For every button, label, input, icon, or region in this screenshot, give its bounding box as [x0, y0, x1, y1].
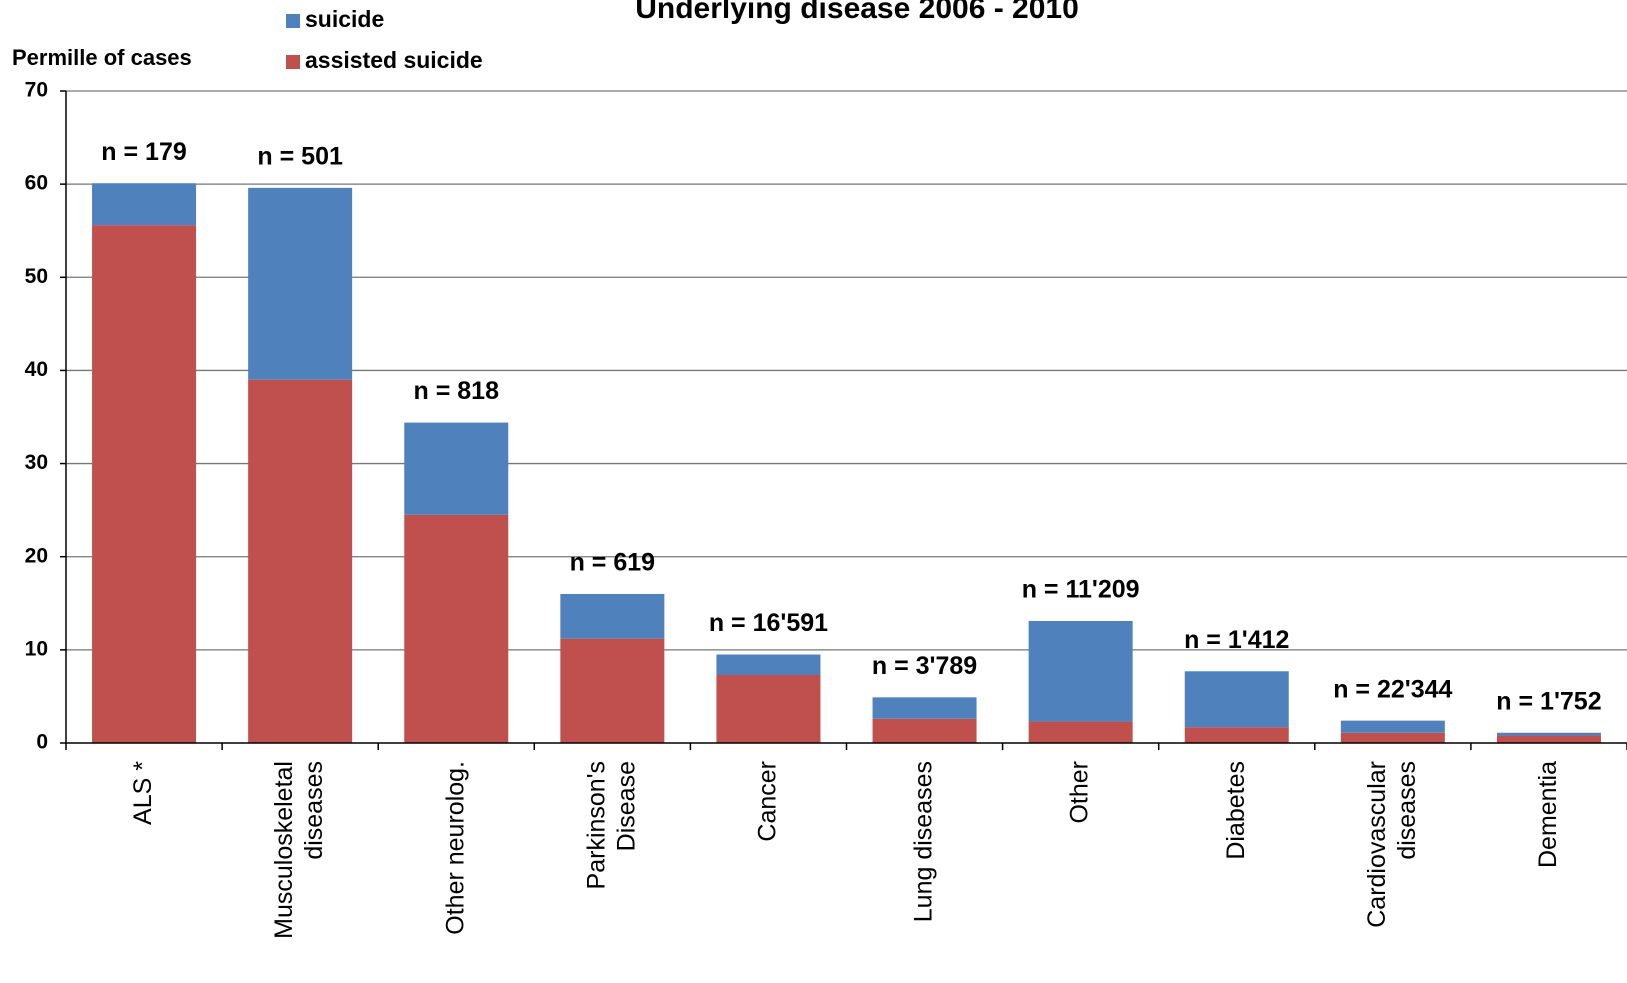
- y-tick-label: 70: [25, 79, 48, 102]
- x-tick-label: Cancer: [753, 761, 781, 842]
- annotation: n = 22'344: [1333, 675, 1452, 703]
- bar-segment: [404, 514, 509, 743]
- bar-segment: [248, 379, 353, 743]
- annotation: n = 11'209: [1022, 576, 1140, 604]
- y-tick-label: 60: [25, 172, 48, 195]
- bar-segment: [92, 183, 197, 226]
- y-axis-label: Permille of cases: [12, 45, 192, 70]
- x-tick-label: Musculoskeletaldiseases: [270, 761, 328, 939]
- bar-segment: [872, 718, 977, 743]
- bar-segment: [1028, 721, 1133, 743]
- bar-segment: [1496, 732, 1601, 736]
- bar-segment: [248, 187, 353, 380]
- x-tick-label: Other: [1065, 761, 1093, 824]
- x-tick-label: Other neurolog.: [441, 761, 469, 935]
- y-tick-label: 0: [36, 731, 48, 754]
- annotation: n = 16'591: [709, 609, 828, 637]
- annotation: n = 179: [101, 138, 186, 166]
- legend-swatch: [286, 14, 300, 28]
- bar-segment: [1340, 720, 1445, 733]
- x-tick-label: Parkinson'sDisease: [582, 761, 640, 889]
- legend-label: assisted suicide: [305, 47, 483, 73]
- x-tick-label: Diabetes: [1221, 761, 1249, 860]
- chart-title: Underlying disease 2006 - 2010: [635, 0, 1079, 25]
- x-tick-label: Dementia: [1534, 761, 1562, 868]
- annotation: n = 818: [414, 377, 500, 405]
- annotation: n = 3'789: [872, 652, 977, 680]
- bar-segment: [1028, 620, 1133, 722]
- bar-segment: [92, 225, 197, 743]
- bar-segment: [1184, 671, 1289, 728]
- bar-segment: [560, 593, 665, 639]
- bar-segment: [872, 697, 977, 719]
- bar-segment: [1184, 727, 1289, 743]
- legend-label: suicide: [305, 6, 384, 32]
- y-tick-label: 20: [25, 544, 48, 567]
- bar-segment: [560, 638, 665, 743]
- y-tick-label: 50: [25, 265, 48, 288]
- annotation: n = 1'752: [1496, 687, 1601, 715]
- legend-swatch: [286, 55, 300, 69]
- y-tick-label: 40: [25, 358, 48, 381]
- annotation: n = 501: [257, 142, 343, 170]
- annotation: n = 1'412: [1184, 626, 1289, 654]
- y-tick-label: 30: [25, 451, 48, 474]
- bar-segment: [716, 675, 821, 743]
- bar-segment: [716, 654, 821, 676]
- x-tick-label: ALS *: [129, 761, 157, 825]
- annotation: n = 619: [570, 549, 655, 577]
- x-tick-label: Lung diseases: [909, 761, 937, 922]
- bar-segment: [1496, 735, 1601, 743]
- x-tick-label: Cardiovasculardiseases: [1362, 761, 1420, 928]
- y-tick-label: 10: [25, 637, 48, 660]
- bar-segment: [404, 422, 509, 515]
- bar-segment: [1340, 732, 1445, 743]
